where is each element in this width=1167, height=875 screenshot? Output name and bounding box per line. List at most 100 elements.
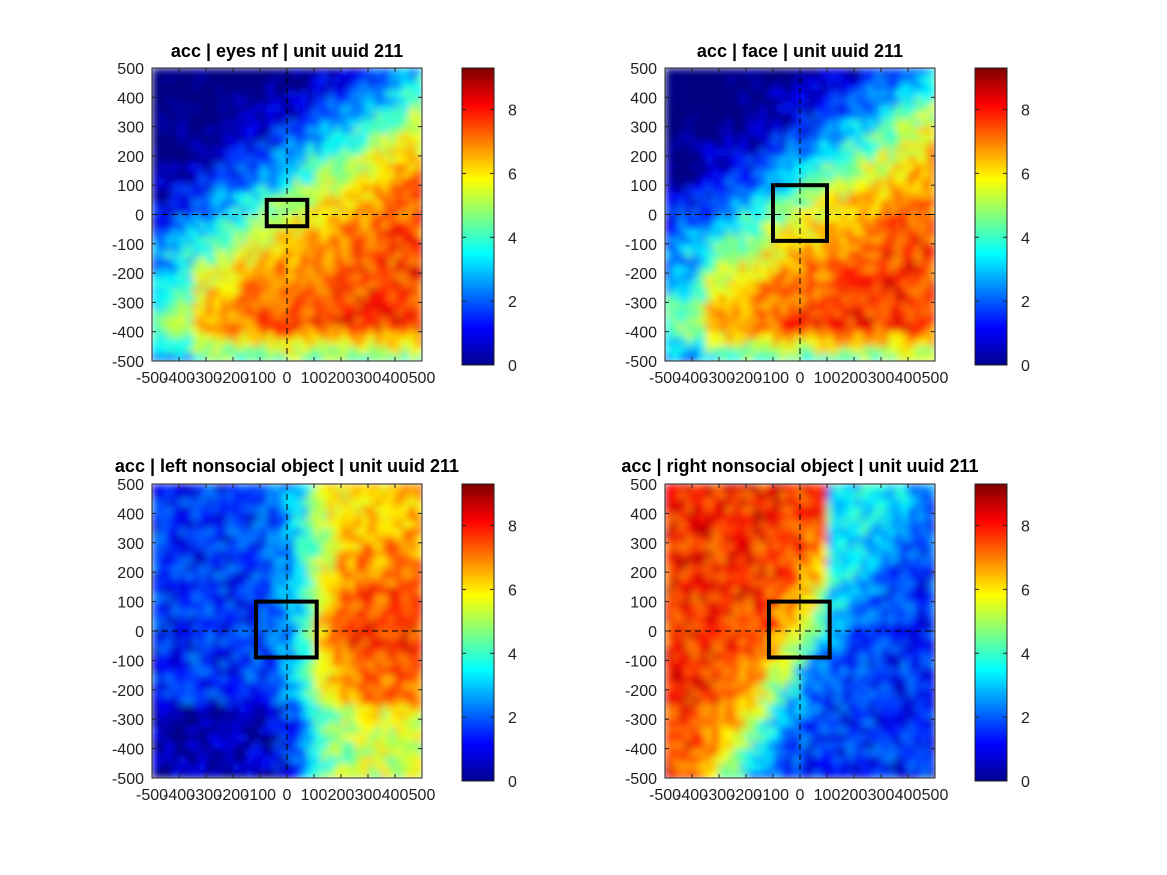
heatmap-cell — [327, 126, 335, 135]
heatmap-cell — [307, 280, 315, 289]
heatmap-cell — [158, 68, 167, 76]
heatmap-cell — [806, 243, 815, 252]
heatmap-cell — [212, 170, 221, 179]
heatmap-cell — [381, 682, 389, 691]
heatmap-cell — [334, 229, 342, 238]
heatmap-cell — [732, 119, 740, 128]
heatmap-cell — [901, 155, 909, 164]
heatmap-cell — [374, 535, 383, 544]
heatmap-cell — [307, 498, 315, 507]
heatmap-cell — [219, 199, 227, 208]
heatmap-cell — [415, 119, 422, 128]
heatmap-cell — [692, 273, 700, 282]
heatmap-cell — [233, 229, 241, 238]
heatmap-cell — [239, 484, 248, 492]
heatmap-cell — [280, 141, 288, 150]
heatmap-cell — [901, 339, 909, 347]
heatmap-cell — [192, 711, 200, 720]
heatmap-cell — [665, 331, 673, 340]
heatmap-cell — [368, 126, 376, 135]
heatmap-cell — [266, 579, 275, 588]
heatmap-cell — [665, 236, 673, 245]
heatmap-cell — [874, 207, 882, 216]
heatmap-cell — [300, 163, 308, 172]
heatmap-cell — [806, 89, 815, 98]
heatmap-cell — [179, 660, 187, 669]
heatmap-cell — [347, 763, 356, 772]
heatmap-cell — [671, 339, 680, 347]
heatmap-cell — [287, 229, 295, 238]
heatmap-cell — [374, 236, 383, 245]
heatmap-cell — [287, 104, 295, 113]
heatmap-cell — [300, 251, 308, 260]
heatmap-cell — [354, 660, 362, 669]
heatmap-cell — [280, 339, 288, 347]
heatmap-cell — [314, 317, 322, 325]
heatmap-cell — [172, 616, 180, 625]
heatmap-cell — [786, 317, 794, 325]
heatmap-cell — [300, 68, 308, 76]
heatmap-cell — [239, 572, 248, 581]
heatmap-cell — [833, 353, 842, 361]
heatmap-cell — [401, 733, 410, 742]
heatmap-cell — [260, 726, 268, 735]
heatmap-cell — [199, 280, 207, 289]
heatmap-cell — [381, 324, 389, 333]
heatmap-cell — [239, 207, 248, 216]
heatmap-cell — [732, 265, 740, 274]
heatmap-cell — [219, 682, 227, 691]
heatmap-cell — [388, 564, 396, 573]
heatmap-cell — [786, 111, 794, 120]
heatmap-cell — [327, 155, 335, 164]
heatmap-cell — [368, 229, 376, 238]
heatmap-cell — [152, 513, 160, 522]
heatmap-cell — [867, 243, 875, 252]
heatmap-cell — [732, 251, 740, 260]
heatmap-cell — [361, 645, 369, 654]
heatmap-cell — [854, 339, 862, 347]
heatmap-cell — [341, 733, 349, 742]
heatmap-cell — [719, 75, 727, 84]
heatmap-cell — [739, 207, 747, 216]
heatmap-cell — [206, 623, 214, 632]
heatmap-cell — [165, 770, 173, 778]
heatmap-cell — [381, 331, 389, 340]
heatmap-cell — [374, 199, 383, 208]
heatmap-cell — [685, 331, 693, 340]
heatmap-cell — [368, 755, 376, 764]
heatmap-cell — [921, 265, 929, 274]
heatmap-cell — [914, 192, 923, 201]
heatmap-cell — [185, 207, 194, 216]
heatmap-cell — [280, 104, 288, 113]
heatmap-cell — [347, 346, 356, 355]
heatmap-cell — [239, 119, 248, 128]
heatmap-cell — [226, 192, 234, 201]
heatmap-cell — [712, 302, 720, 311]
heatmap-cell — [752, 89, 761, 98]
heatmap-cell — [901, 163, 909, 172]
heatmap-cell — [192, 317, 200, 325]
heatmap-cell — [192, 236, 200, 245]
heatmap-cell — [239, 608, 248, 617]
heatmap-cell — [354, 572, 362, 581]
heatmap-cell — [415, 287, 422, 296]
heatmap-cell — [219, 623, 227, 632]
heatmap-cell — [914, 229, 923, 238]
heatmap-cell — [179, 631, 187, 639]
heatmap-cell — [341, 295, 349, 303]
heatmap-cell — [219, 229, 227, 238]
y-tick-label: 100 — [117, 178, 144, 195]
heatmap-cell — [698, 317, 707, 325]
heatmap-cell — [766, 133, 774, 142]
heatmap-cell — [158, 185, 167, 194]
heatmap-cell — [266, 68, 275, 76]
heatmap-cell — [280, 608, 288, 617]
heatmap-cell — [334, 689, 342, 698]
heatmap-cell — [732, 309, 740, 318]
heatmap-cell — [347, 192, 356, 201]
heatmap-cell — [921, 214, 929, 223]
heatmap-cell — [928, 207, 935, 216]
heatmap-cell — [192, 221, 200, 230]
heatmap-cell — [273, 155, 281, 164]
heatmap-cell — [374, 726, 383, 735]
